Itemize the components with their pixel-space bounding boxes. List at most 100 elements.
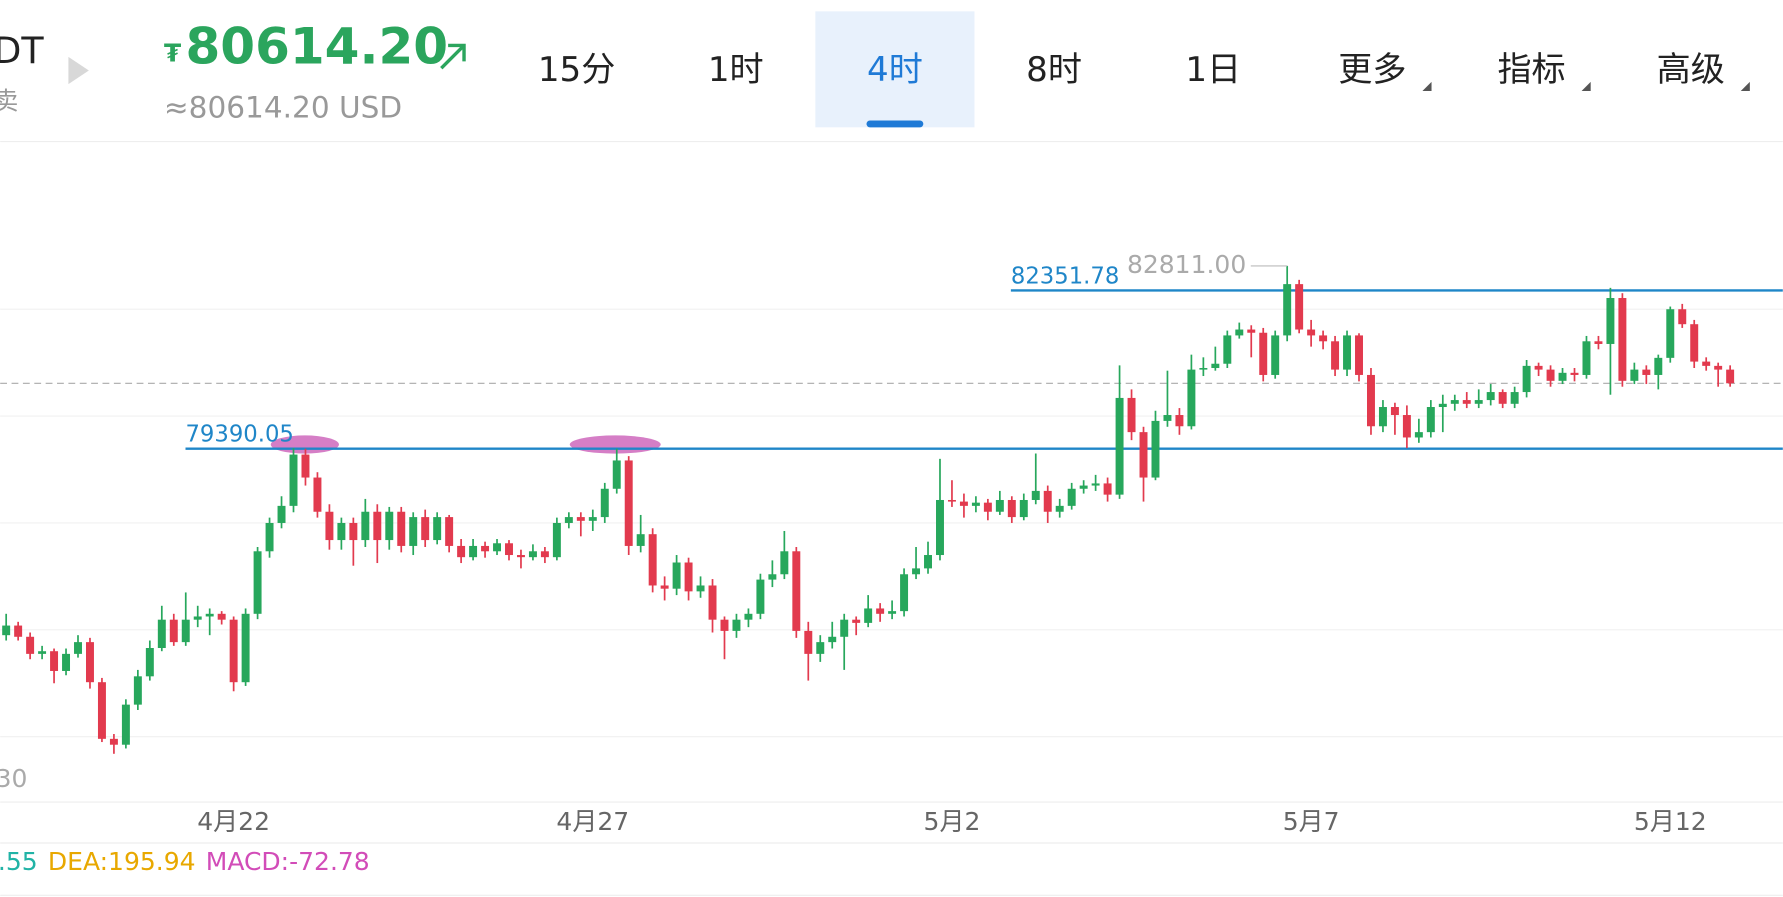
candle-body [708,585,717,620]
candle-body [109,738,118,745]
candle-body [1079,485,1088,489]
candle-body [852,619,861,623]
candle-body [1522,365,1531,393]
candle-body [1486,392,1495,401]
candle-body [181,619,190,643]
candle-body [1103,483,1112,495]
dropdown-corner [1422,81,1432,91]
candle-body [1534,365,1543,370]
candle-body [1007,499,1016,518]
candle-body [1283,284,1292,336]
candle-body [301,454,310,478]
candle-body [1426,407,1435,433]
candle-body [983,502,992,512]
candle-body [552,522,561,558]
interval-tab[interactable]: 8时 [1026,50,1082,90]
interval-tab[interactable]: 1时 [708,50,764,90]
interval-tab[interactable]: 高级 [1657,50,1725,90]
candle-body [1366,374,1375,427]
candle-body [1594,341,1603,344]
candle-body [1331,341,1340,370]
candle-body [265,522,274,552]
candle-body [1702,361,1711,366]
candle-body [1235,329,1244,336]
candle-body [588,517,597,521]
candle-body [62,653,71,671]
indicator-value: DEA:195.94 [48,847,196,876]
candle-body [1115,397,1124,495]
candle-body [421,517,430,541]
candle-body [97,682,106,739]
candle-body [1187,369,1196,427]
candle-body [528,551,537,558]
candle-body [397,511,406,546]
candle-body [947,499,956,502]
candle-body [1690,324,1699,362]
candle-body [792,551,801,631]
candle-body [912,568,921,575]
candle-body [493,543,502,552]
interval-tab[interactable]: 更多 [1338,50,1406,90]
candle-body [253,551,262,614]
active-tab-indicator [866,120,924,128]
candle-body [1474,400,1483,404]
candle-body [1271,335,1280,375]
candle-body [1067,488,1076,506]
candle-body [145,648,154,677]
last-price: 80614.20 [185,18,448,76]
candle-body [157,619,166,649]
candle-body [1510,392,1519,404]
candle-body [732,619,741,631]
candle-body [1654,357,1663,375]
candle-body [445,517,454,546]
currency-symbol: ₮ [164,39,182,68]
candle-body [648,534,657,586]
chart: 4月22 4月27 5月2 5月7 5月12 82351.78 79390.05 82811.… [0,250,1783,836]
horizontal-line-label: 82351.78 [1011,263,1119,289]
candle-body [217,613,226,620]
candle-body [169,619,178,643]
candle-body [959,501,968,506]
candle-body [1726,369,1735,384]
up-arrow [440,43,466,70]
candle-body [385,511,394,541]
candle-body [672,562,681,589]
candle-body [1295,284,1304,330]
interval-tab[interactable]: 15分 [538,50,615,90]
candle-body [828,636,837,643]
candle-body [636,534,645,546]
candle-body [1175,415,1184,427]
candle-body [600,488,609,518]
candle-body [1199,368,1208,370]
dropdown-corner [1740,81,1750,91]
candle-body [612,460,621,489]
candle-body [1259,332,1268,375]
candle-body [1127,397,1136,433]
candle-body [1031,490,1040,500]
interval-tabs: 15分 1时 4时 8时 1日 更多 指标 高级 [538,11,1750,128]
candle-body [720,619,729,631]
x-tick-label: 5月7 [1283,807,1340,836]
candle-body [1343,335,1352,370]
candle-body [505,543,513,556]
candle-body [74,642,82,654]
play-icon[interactable] [68,56,89,85]
candle-body [768,574,777,580]
candle-body [1582,341,1591,375]
candle-body [1438,403,1447,408]
interval-tab[interactable]: 1日 [1185,50,1241,90]
pair-name: DT [0,29,44,72]
x-tick-label: 4月22 [197,807,270,836]
candle-body [277,505,286,523]
candle-body [361,511,370,541]
horizontal-line-label: 79390.05 [185,422,293,448]
interval-tab[interactable]: 4时 [867,50,923,90]
candle-body [50,651,59,671]
candle-body [516,555,525,558]
candle-body [1414,432,1423,438]
candle-body [1402,415,1411,438]
interval-tab[interactable]: 指标 [1497,50,1565,90]
candle-body [876,608,885,614]
candle-body [1019,499,1028,518]
candle-body [2,625,11,636]
